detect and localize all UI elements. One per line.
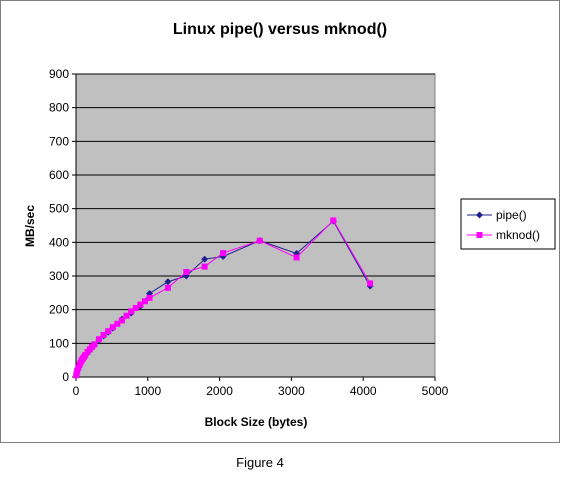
y-tick-label: 800 xyxy=(49,101,69,115)
y-tick-label: 600 xyxy=(49,168,69,182)
data-point-mknod xyxy=(132,304,139,311)
legend-label-mknod: mknod() xyxy=(496,228,540,242)
tick-labels: 0 100 200 300 400 500 600 700 800 900 0 1000 2000 300… xyxy=(49,67,449,398)
x-tick-label: 0 xyxy=(73,384,80,398)
data-point-pipe xyxy=(201,255,209,263)
legend: pipe() mknod() xyxy=(460,198,556,250)
data-point-mknod xyxy=(128,308,135,315)
data-point-mknod xyxy=(201,263,208,270)
data-point-mknod xyxy=(330,217,337,224)
figure-caption: Figure 4 xyxy=(236,455,284,470)
axis-layer xyxy=(72,73,436,381)
legend-box xyxy=(460,198,556,250)
data-point-mknod xyxy=(118,317,125,324)
y-tick-label: 200 xyxy=(49,303,69,317)
data-point-mknod xyxy=(367,280,374,287)
data-point-mknod xyxy=(146,294,153,301)
y-tick-label: 400 xyxy=(49,235,69,249)
data-point-mknod xyxy=(123,312,130,319)
y-tick-label: 900 xyxy=(49,67,69,81)
data-point-mknod xyxy=(74,367,81,374)
data-point-mknod xyxy=(105,328,112,335)
x-tick-label: 1000 xyxy=(134,384,161,398)
data-point-mknod xyxy=(114,320,121,327)
legend-marker-mknod xyxy=(476,232,483,238)
y-tick-label: 0 xyxy=(62,370,69,384)
data-point-mknod xyxy=(164,284,171,291)
data-point-mknod xyxy=(293,254,300,261)
x-tick-label: 4000 xyxy=(350,384,377,398)
data-point-mknod xyxy=(82,352,89,359)
data-point-mknod xyxy=(137,301,144,308)
legend-marker-pipe xyxy=(475,211,484,219)
x-axis-title: Block Size (bytes) xyxy=(205,415,308,429)
x-tick-label: 3000 xyxy=(278,384,305,398)
y-axis-title: MB/sec xyxy=(23,205,37,247)
y-tick-label: 700 xyxy=(49,134,69,148)
y-tick-label: 500 xyxy=(49,202,69,216)
series-mknod xyxy=(73,217,374,379)
data-point-mknod xyxy=(183,268,190,275)
data-point-mknod xyxy=(95,336,102,343)
data-point-mknod xyxy=(141,298,148,305)
series-layer xyxy=(72,217,374,379)
plot-area xyxy=(75,73,436,378)
data-point-mknod xyxy=(256,237,263,244)
y-tick-label: 100 xyxy=(49,336,69,350)
y-tick-label: 300 xyxy=(49,269,69,283)
chart-title: Linux pipe() versus mknod() xyxy=(173,21,387,38)
x-tick-label: 2000 xyxy=(206,384,233,398)
data-point-mknod xyxy=(91,341,98,348)
x-tick-label: 5000 xyxy=(422,384,449,398)
legend-label-pipe: pipe() xyxy=(496,208,527,222)
data-point-mknod xyxy=(109,324,116,331)
data-point-mknod xyxy=(220,250,227,257)
line-chart: Linux pipe() versus mknod() 0 100 200 300 40… xyxy=(23,21,556,429)
data-point-mknod xyxy=(100,331,107,338)
